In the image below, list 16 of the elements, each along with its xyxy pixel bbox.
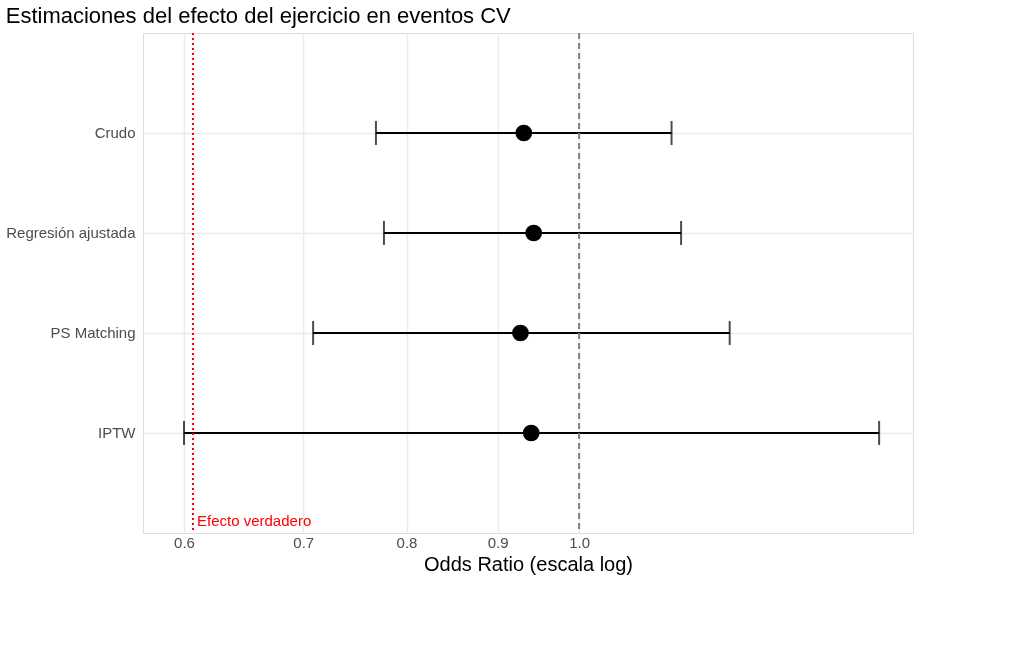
point	[515, 124, 533, 142]
y-tick-label: IPTW	[98, 424, 137, 441]
point	[512, 324, 529, 342]
y-tick-label: Crudo	[94, 124, 136, 141]
x-tick-label: 0.8	[396, 533, 418, 551]
x-tick-label: 1.0	[569, 533, 591, 551]
y-tick-label: Regresión ajustada	[6, 224, 137, 241]
point	[522, 424, 540, 442]
x-tick-label: 0.9	[487, 533, 509, 551]
chart-title: Estimaciones del efecto del ejercicio en eventos CV	[5, 3, 512, 28]
x-tick-label: 0.7	[293, 533, 315, 551]
y-tick-label: PS Matching	[50, 324, 136, 341]
x-axis-title: Odds Ratio (escala log)	[424, 552, 633, 575]
ref-line-label: Efecto verdadero	[197, 512, 312, 529]
point	[525, 224, 543, 242]
x-tick-label: 0.6	[174, 533, 195, 551]
